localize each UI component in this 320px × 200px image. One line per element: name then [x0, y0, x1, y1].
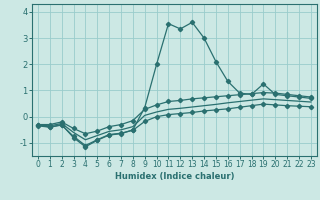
X-axis label: Humidex (Indice chaleur): Humidex (Indice chaleur)	[115, 172, 234, 181]
